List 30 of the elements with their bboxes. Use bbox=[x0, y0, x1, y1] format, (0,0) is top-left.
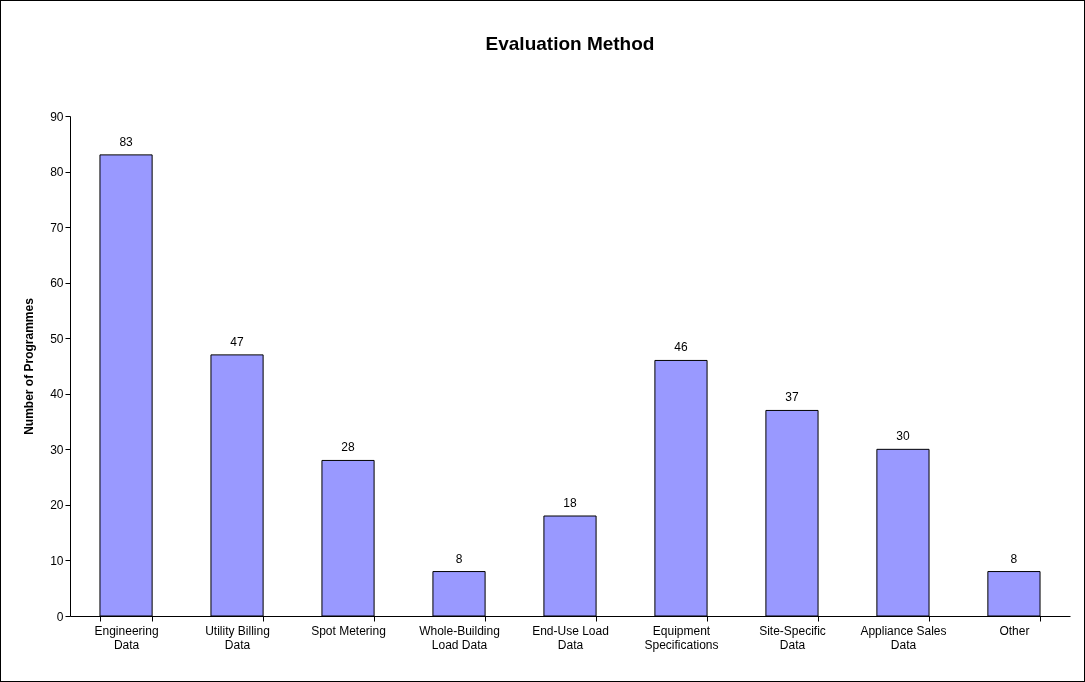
data-label: 83 bbox=[119, 134, 134, 149]
data-label: 46 bbox=[674, 340, 688, 355]
y-tick-label: 50 bbox=[50, 331, 64, 346]
y-axis-title: Number of Programmes bbox=[22, 297, 37, 435]
x-tick-label: Equipment Specifications bbox=[644, 623, 719, 652]
x-tick-label: Whole-Building Load Data bbox=[419, 623, 500, 652]
y-tick-label: 40 bbox=[50, 387, 64, 402]
chart-title: Evaluation Method bbox=[485, 33, 655, 54]
y-tick-label: 70 bbox=[50, 220, 64, 235]
x-tick-label: Other bbox=[999, 623, 1030, 638]
y-tick-label: 90 bbox=[50, 109, 64, 124]
x-tick-label: End-Use Load Data bbox=[532, 623, 609, 652]
x-tick-label: Engineering Data bbox=[94, 623, 159, 652]
y-tick-label: 30 bbox=[50, 442, 64, 457]
x-tick-label: Appliance Sales Data bbox=[860, 623, 947, 652]
y-tick-label: 20 bbox=[50, 498, 64, 513]
data-label: 18 bbox=[563, 496, 577, 510]
y-tick-label: 60 bbox=[50, 276, 64, 291]
x-tick-label: Utility Billing Data bbox=[205, 623, 270, 652]
data-label: 30 bbox=[896, 429, 910, 444]
y-tick-label: 10 bbox=[50, 553, 64, 568]
x-tick-label: Site-Specific Data bbox=[759, 623, 826, 652]
data-label: 8 bbox=[1010, 551, 1018, 566]
data-label: 37 bbox=[785, 390, 799, 405]
x-tick-label: Spot Metering bbox=[311, 623, 386, 638]
data-label: 28 bbox=[341, 440, 356, 455]
y-tick-label: 80 bbox=[50, 165, 64, 180]
y-tick-label: 0 bbox=[56, 609, 64, 624]
data-label: 47 bbox=[230, 334, 245, 349]
data-label: 8 bbox=[455, 551, 463, 566]
